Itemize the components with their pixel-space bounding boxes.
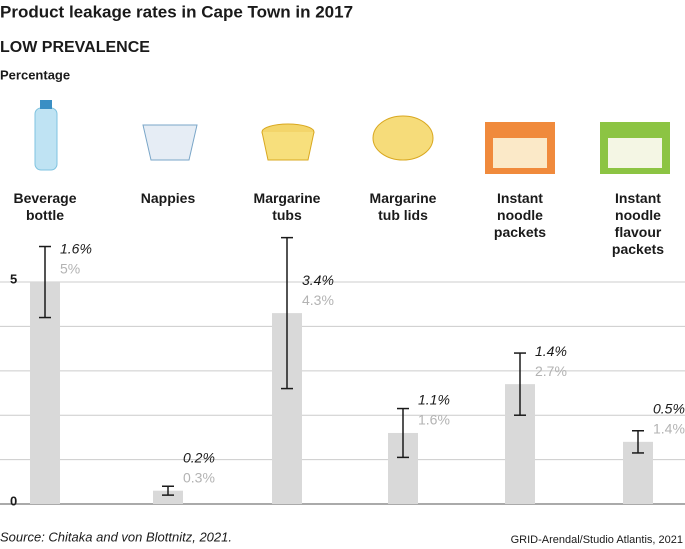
value-label: 1.4%: [653, 421, 685, 437]
x-category-label: Beverage bottle: [13, 190, 76, 223]
value-label: 2.7%: [535, 363, 567, 379]
x-category-label: Margarine tubs: [254, 190, 321, 223]
icons: [34, 100, 670, 174]
x-category-label: Instant noodle packets: [494, 190, 546, 240]
bottle-cap: [40, 100, 52, 109]
value-label: 4.3%: [302, 292, 334, 308]
error-label: 1.4%: [535, 343, 567, 359]
error-label: 1.6%: [60, 241, 92, 257]
error-label: 0.2%: [183, 449, 215, 465]
error-label: 1.1%: [418, 392, 450, 408]
value-label: 0.3%: [183, 469, 215, 485]
bottle-icon: [34, 107, 58, 171]
x-category-label: Margarine tub lids: [370, 190, 437, 223]
credit: GRID-Arendal/Studio Atlantis, 2021: [511, 534, 683, 546]
flavour-packet-window: [608, 138, 662, 168]
source: Source: Chitaka and von Blottnitz, 2021.: [0, 529, 232, 544]
x-category-label: Instant noodle flavour packets: [612, 190, 664, 257]
nappy-icon: [142, 124, 198, 161]
x-category-label: Nappies: [141, 190, 196, 206]
error-label: 0.5%: [653, 401, 685, 417]
bar: [30, 282, 60, 504]
y-tick-label: 5: [10, 271, 17, 286]
value-label: 1.6%: [418, 412, 450, 428]
bar: [153, 490, 183, 504]
packet-window: [493, 138, 547, 168]
tub-body: [261, 131, 315, 161]
chart-title: Product leakage rates in Cape Town in 20…: [0, 2, 353, 21]
lid-icon: [372, 115, 434, 161]
y-axis-label: Percentage: [0, 67, 70, 82]
chart-subtitle: LOW PREVALENCE: [0, 39, 150, 56]
value-label: 5%: [60, 261, 80, 277]
error-label: 3.4%: [302, 272, 334, 288]
y-tick-label: 0: [10, 493, 17, 508]
